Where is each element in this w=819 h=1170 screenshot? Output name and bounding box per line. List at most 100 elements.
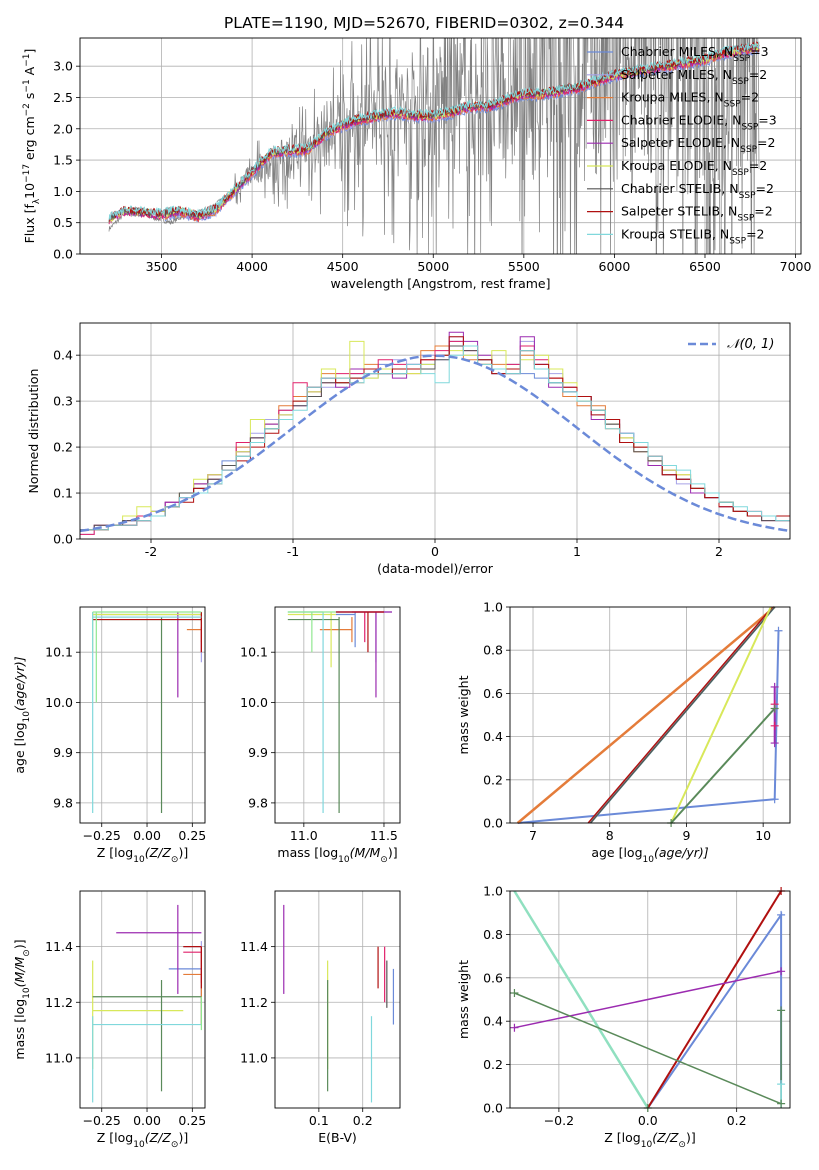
age-z-panel: −0.25 0.00 0.259.89.910.010.1Z [log10(Z/Z⊙… <box>12 606 206 865</box>
spectrum-y-label: Flux [fλ10−17 erg cm−2 s−1 A−1] <box>22 49 42 244</box>
x-tick-label: 7000 <box>780 259 812 274</box>
y-tick-label: 0.2 <box>483 772 503 787</box>
mass-z-panel-y-label-part: (M/M <box>12 957 27 988</box>
weight-age-panel-x-label-part: 10 <box>643 855 655 865</box>
y-tick-label: 9.8 <box>248 795 268 810</box>
x-tick-label: 0 <box>431 544 439 559</box>
mass-z-panel-y-label-part: ⊙ <box>22 949 32 957</box>
y-tick-label: 0.2 <box>53 440 73 455</box>
legend-entry-part: SSP <box>739 191 756 201</box>
weight-marker <box>777 967 786 976</box>
legend-entry-part: Chabrier MILES, N <box>621 44 733 59</box>
weight-z-panel-x-label-part: )] <box>686 1130 696 1145</box>
weight-line <box>517 630 780 824</box>
legend-entry-part: Salpeter MILES, N <box>621 67 732 82</box>
age-mass-panel: 11.0 11.5 9.8 9.9 10.0 10.1 mass [log10(M/M⊙)] <box>240 606 401 865</box>
y-tick-label: 0.3 <box>53 394 73 409</box>
age-z-panel-x-label-part: ⊙ <box>171 855 179 865</box>
age-z-panel-x-label: Z [log10(Z/Z⊙)] <box>97 845 188 865</box>
data-series-line <box>108 38 760 254</box>
age-mass-panel-x-label-part: mass [log <box>277 845 338 860</box>
x-tick-label: −0.25 <box>83 1113 121 1128</box>
legend-entry: Chabrier MILES, NSSP=3 <box>621 44 769 64</box>
gaussian-curve <box>80 354 790 533</box>
y-tick-label: 11.4 <box>240 939 268 954</box>
spectrum-y-label-part: −1 <box>22 79 32 92</box>
x-tick-label: 0.00 <box>133 828 161 843</box>
age-mass-panel-x-label-part: (M/M <box>350 845 381 860</box>
x-tick-label: −0.25 <box>83 828 121 843</box>
y-tick-label: 0.8 <box>483 927 503 942</box>
weight-z-panel-x-label-part: Z [log <box>604 1130 640 1145</box>
age-mass-panel-x-label: mass [log10(M/M⊙)] <box>277 845 397 865</box>
legend-entry-part: SSP <box>724 100 741 110</box>
legend-entry: Salpeter STELIB, NSSP=2 <box>621 204 773 224</box>
legend-entry-part: =2 <box>756 181 774 196</box>
weight-line <box>587 606 773 824</box>
residual-panel-frame <box>79 322 791 540</box>
age-mass-panel-x-label-part: )] <box>388 845 398 860</box>
legend-entry: Chabrier ELODIE, NSSP=3 <box>621 112 777 132</box>
weight-age-panel-frame <box>509 606 791 824</box>
y-tick-label: 0.0 <box>483 1101 503 1116</box>
age-mass-panel-x-label-part: ⊙ <box>380 855 388 865</box>
weight-line <box>513 890 649 1109</box>
legend-entry-part: SSP <box>733 54 750 64</box>
weight-z-panel-frame <box>509 890 791 1109</box>
legend-entry: Salpeter MILES, NSSP=2 <box>621 67 767 87</box>
legend-entry-part: Chabrier STELIB, N <box>621 181 739 196</box>
legend-entry: 𝒩(0, 1) <box>727 337 774 352</box>
y-tick-label: 3.0 <box>53 59 73 74</box>
weight-line <box>589 606 776 824</box>
legend-entry-part: SSP <box>737 214 754 224</box>
legend-entry-part: SSP <box>732 77 749 87</box>
age-mass-panel-frame <box>274 606 401 824</box>
x-tick-label: 2 <box>715 544 723 559</box>
weight-marker <box>770 795 779 804</box>
weight-marker <box>770 704 779 713</box>
y-tick-label: 10.1 <box>45 645 73 660</box>
y-tick-label: 11.0 <box>45 1050 73 1065</box>
mass-z-panel-y-label-part: )] <box>12 939 27 949</box>
mass-z-panel-x-label-part: ⊙ <box>171 1140 179 1150</box>
weight-z-panel-x-label-part: 10 <box>641 1140 653 1150</box>
spectrum-y-label-part: ] <box>22 49 37 54</box>
residual-panel-plot <box>80 331 790 535</box>
age-mass-panel-x-label-part: 10 <box>338 855 350 865</box>
weight-z-panel: −0.2 0.0 0.2 0.0 0.2 0.4 0.6 0.8 1.0 Z [log10(Z/Z… <box>456 884 791 1150</box>
age-z-panel-grid <box>80 607 205 823</box>
legend-entry-part: Salpeter ELODIE, N <box>621 135 740 150</box>
mass-ebv-panel: 0.1 0.2 11.0 11.2 11.4 E(B-V) <box>240 890 401 1145</box>
legend-entry-part: Kroupa STELIB, N <box>621 226 729 241</box>
legend-entry: Salpeter ELODIE, NSSP=2 <box>621 135 775 155</box>
y-tick-label: 10.1 <box>240 645 268 660</box>
y-tick-label: 0.2 <box>483 1057 503 1072</box>
legend-entry-part: =2 <box>754 204 772 219</box>
y-tick-label: 0.0 <box>53 247 73 262</box>
y-tick-label: 9.9 <box>248 745 268 760</box>
y-tick-label: 0.4 <box>483 729 503 744</box>
weight-z-panel-x-label: Z [log10(Z/Z⊙)] <box>604 1130 695 1150</box>
age-z-panel-plot <box>92 611 202 813</box>
y-tick-label: 0.5 <box>53 215 73 230</box>
residual-panel: -2 -1 0 1 2 0.0 0.1 0.2 0.3 0.4 (data-model)/error… <box>26 322 791 576</box>
spectrum-y-label-part: Flux [f <box>22 204 37 244</box>
weight-age-panel-y-label: mass weight <box>456 675 471 754</box>
spectrum-y-label-part: λ <box>32 198 42 204</box>
mass-z-panel-y-label: mass [log10(M/M⊙)] <box>12 939 32 1059</box>
y-tick-label: 11.2 <box>240 995 268 1010</box>
residual-panel-y-label: Normed distribution <box>26 369 41 494</box>
mass-ebv-panel-x-label: E(B-V) <box>318 1130 357 1145</box>
x-tick-label: -2 <box>145 544 157 559</box>
spectrum-panel-frame <box>79 37 802 255</box>
spectrum-panel: 3500 4000 4500 5000 5500 6000 6500 7000 0.0 0.5 1.… <box>22 37 812 291</box>
spectrum-y-label-part: 10 <box>22 183 37 199</box>
weight-age-panel-x-label-part: age [log <box>591 845 642 860</box>
x-tick-label: 1 <box>573 544 581 559</box>
mass-z-panel-frame <box>79 890 206 1109</box>
legend-entry-part: SSP <box>732 168 749 178</box>
legend-entry-part: Kroupa MILES, N <box>621 90 724 105</box>
x-tick-label: 0.00 <box>133 1113 161 1128</box>
